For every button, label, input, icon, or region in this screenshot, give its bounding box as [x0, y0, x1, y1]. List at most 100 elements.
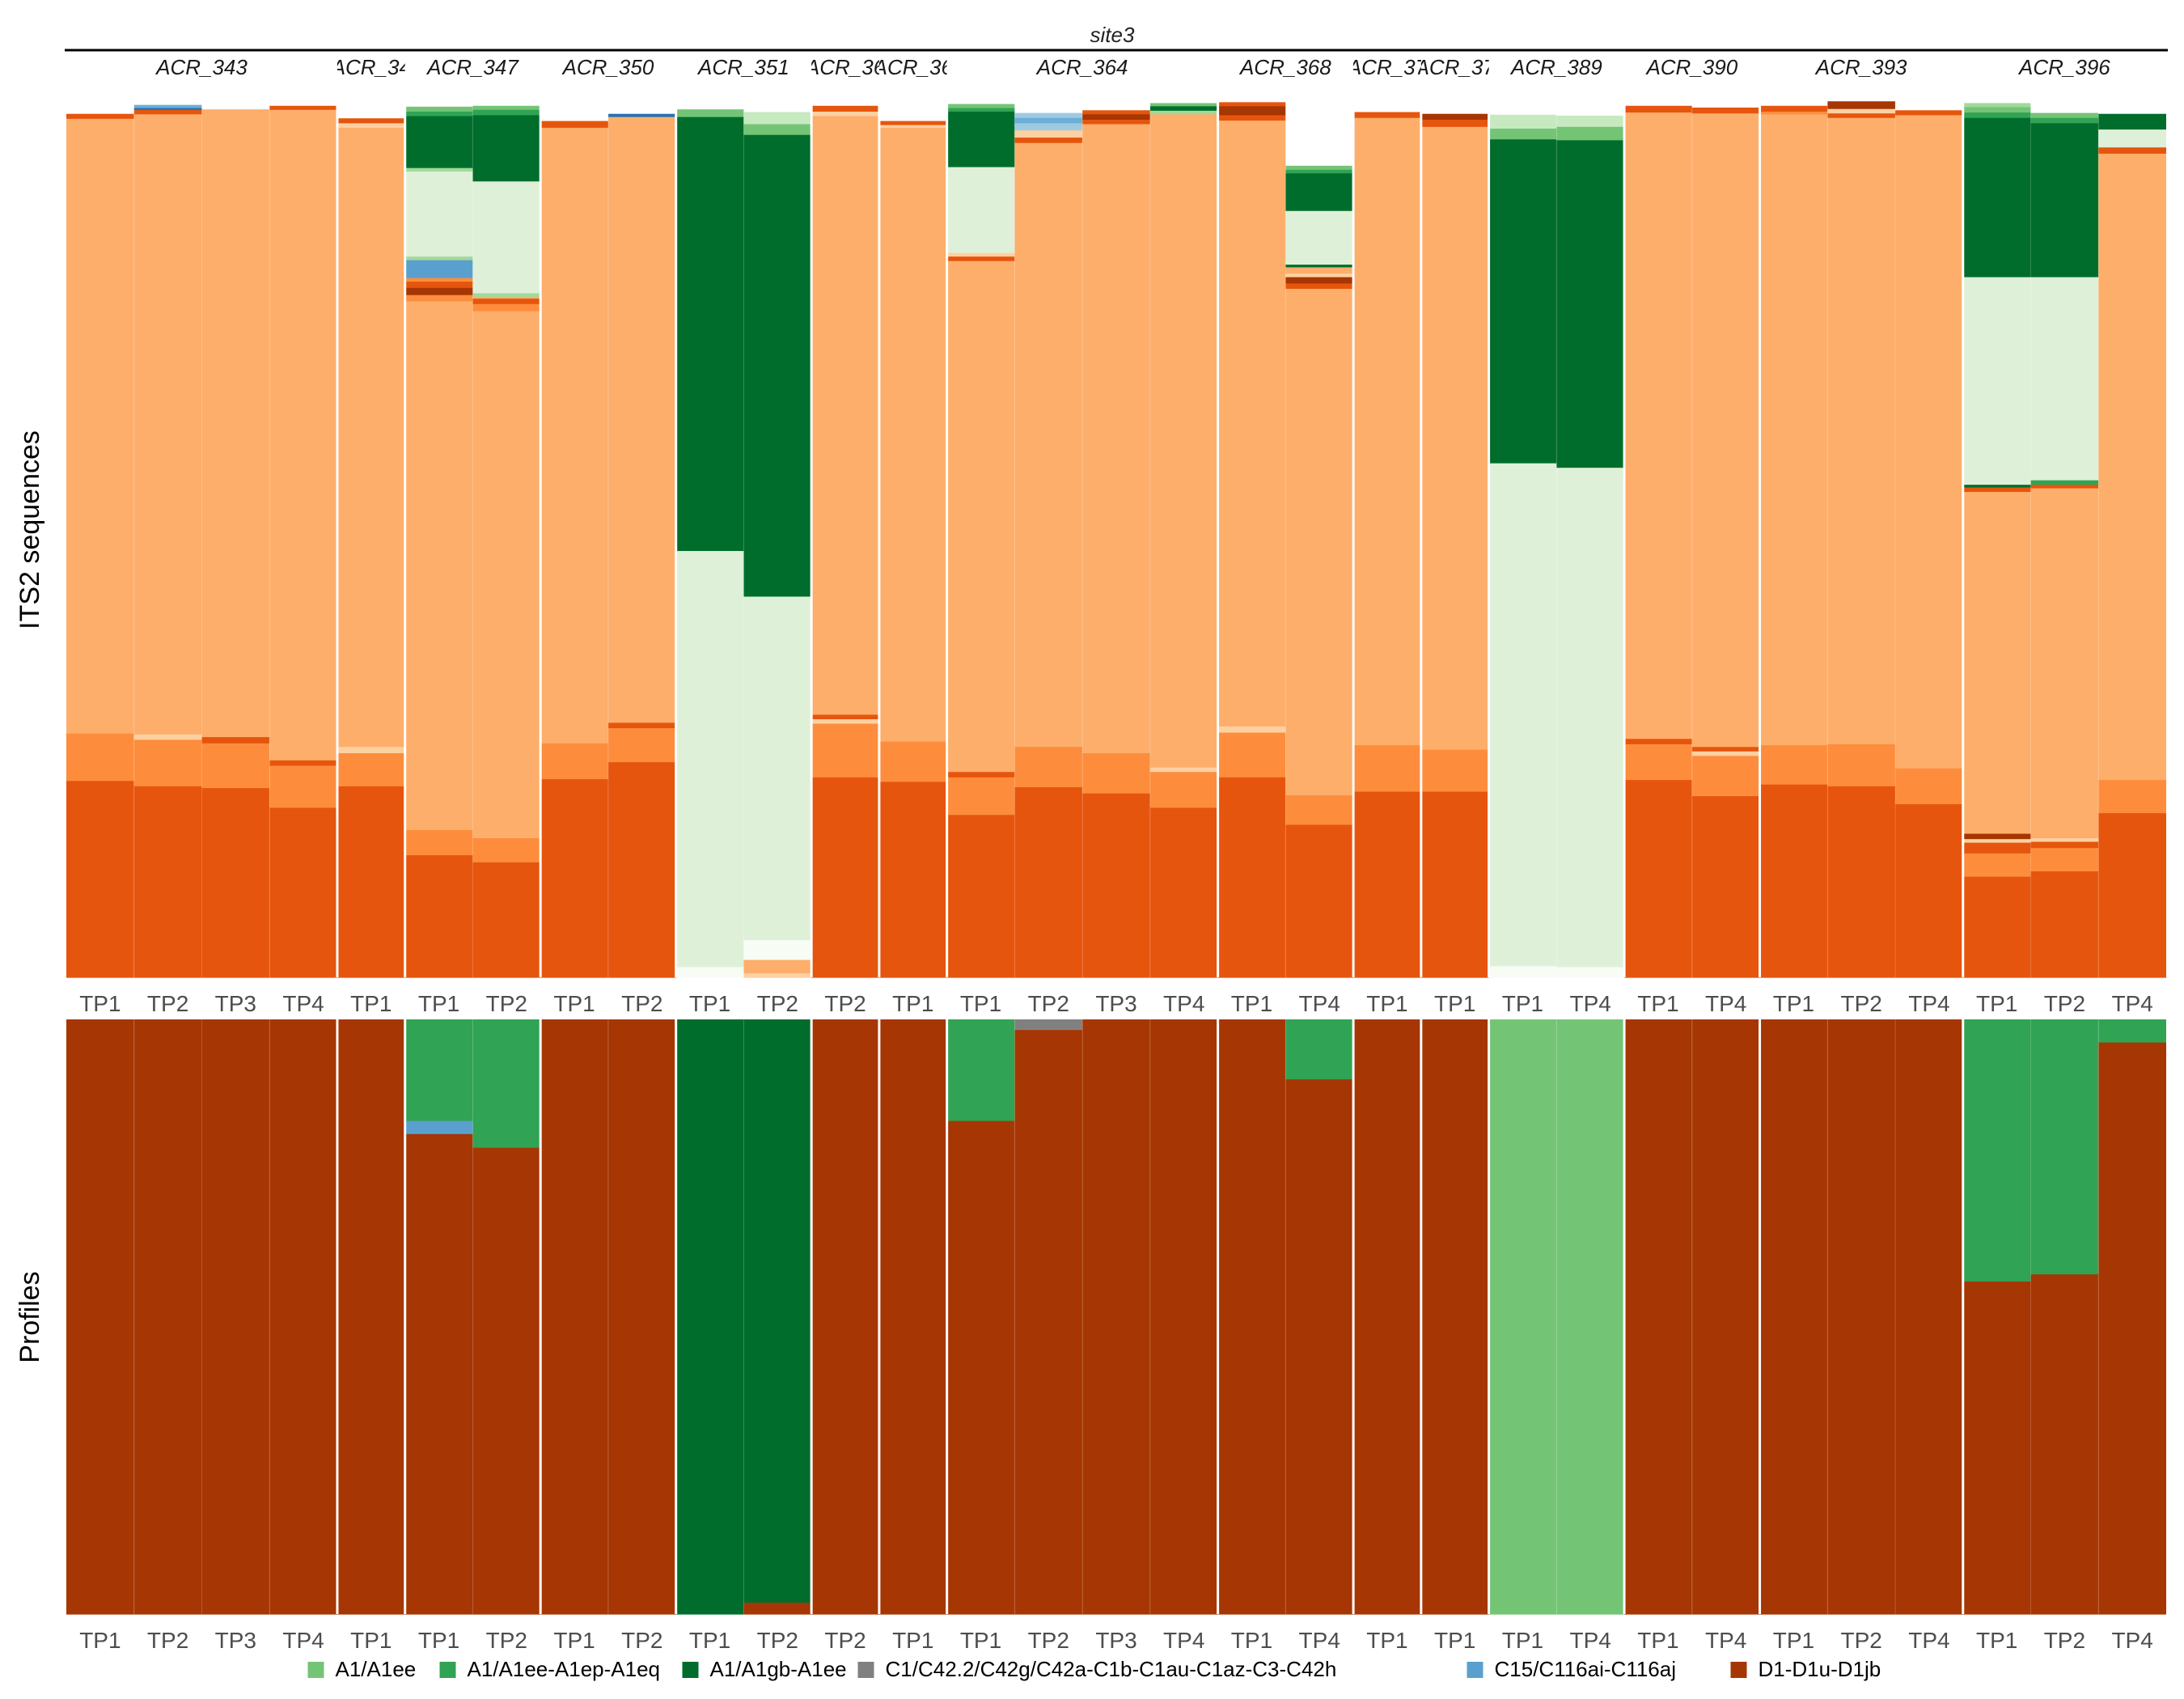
group-label: ACR_350 — [561, 55, 654, 79]
profiles-bar-28-segment-1 — [1895, 1019, 1963, 1615]
its2-bar-6-segment-4 — [404, 294, 473, 302]
its2-bar-11-segment-3 — [743, 939, 812, 960]
its2-bar-26-segment-3 — [1759, 113, 1828, 746]
its2-bar-24-segment-2 — [1624, 744, 1692, 781]
its2-bar-25-segment-6 — [1691, 107, 1760, 114]
profiles-x-tick-label: TP1 — [418, 1628, 459, 1653]
its2-bar-20-segment-2 — [1353, 744, 1421, 792]
its2-bar-16-segment-5 — [1082, 113, 1150, 120]
profiles-bar-6-segment-2 — [404, 1120, 473, 1134]
its2-bar-1-segment-1 — [66, 780, 134, 978]
profiles-bar-23-segment-1 — [1556, 1019, 1625, 1615]
profiles-bar-14-segment-2 — [946, 1019, 1015, 1121]
its2-x-tick-labels: TP1 TP2 TP3 TP4 TP1 TP1 TP2 TP1 TP2 TP1 TP2 TP2 TP1 T… — [79, 991, 2153, 1016]
its2-bar-4-segment-2 — [269, 765, 337, 808]
profiles-x-tick-label: TP4 — [1705, 1628, 1746, 1653]
its2-bar-14-segment-7 — [946, 166, 1015, 253]
profiles-bar-31-segment-1 — [2098, 1041, 2166, 1615]
its2-bar-25-segment-5 — [1691, 112, 1760, 748]
profiles-bar-5-segment-1 — [336, 1019, 405, 1615]
its2-bar-17-segment-1 — [1149, 807, 1218, 978]
its2-bar-29-segment-1 — [1962, 876, 2031, 978]
its2-bar-9-segment-4 — [607, 117, 676, 723]
facet-title: site3 — [1090, 23, 1135, 47]
profiles-x-tick-label: TP1 — [350, 1628, 392, 1653]
its2-bar-7-segment-10 — [472, 109, 541, 116]
group-label: ACR_347 — [425, 55, 519, 79]
profiles-bar-27-segment-1 — [1827, 1019, 1896, 1615]
profiles-bar-7-segment-1 — [472, 1147, 541, 1615]
profiles-bar-20-segment-1 — [1353, 1019, 1421, 1615]
profiles-bar-18-segment-1 — [1217, 1019, 1286, 1615]
profiles-x-tick-label: TP3 — [215, 1628, 256, 1653]
its2-bar-29-segment-13 — [1962, 103, 2031, 108]
its2-bar-8-segment-1 — [540, 778, 608, 978]
its2-bar-6-segment-7 — [404, 278, 473, 282]
profiles-x-tick-label: TP1 — [1434, 1628, 1475, 1653]
its2-bar-19-segment-6 — [1285, 273, 1354, 278]
its2-x-tick-label: TP1 — [350, 991, 392, 1016]
its2-bar-10-segment-5 — [675, 109, 744, 117]
its2-bar-28-segment-2 — [1895, 768, 1963, 805]
its2-x-tick-label: TP1 — [1773, 991, 1814, 1016]
its2-bar-18-segment-1 — [1217, 777, 1286, 978]
its2-bar-22-segment-5 — [1488, 114, 1557, 129]
its2-x-tick-label: TP2 — [621, 991, 662, 1016]
its2-bar-2-segment-5 — [133, 109, 202, 115]
its2-bar-19-segment-10 — [1285, 172, 1354, 211]
profiles-panel — [66, 1019, 2166, 1615]
its2-bar-17-segment-7 — [1149, 103, 1218, 107]
its2-bar-30-segment-7 — [2030, 480, 2099, 485]
its2-bar-5-segment-5 — [336, 122, 405, 128]
its2-bar-6-segment-10 — [404, 171, 473, 257]
its2-bar-16-segment-1 — [1082, 793, 1150, 978]
its2-bar-30-segment-2 — [2030, 847, 2099, 871]
legend-swatch-2 — [439, 1662, 456, 1678]
profiles-bar-12-segment-1 — [811, 1019, 879, 1615]
its2-bar-22-segment-3 — [1488, 138, 1557, 464]
its2-bar-27-segment-5 — [1827, 108, 1896, 114]
its2-bar-12-segment-3 — [811, 718, 879, 724]
profiles-x-tick-label: TP2 — [1028, 1628, 1069, 1653]
profiles-x-tick-label: TP1 — [1502, 1628, 1543, 1653]
profiles-x-tick-label: TP4 — [1299, 1628, 1340, 1653]
its2-x-tick-label: TP2 — [1028, 991, 1069, 1016]
profiles-bar-15-segment-2 — [1014, 1019, 1083, 1031]
its2-bar-13-segment-1 — [878, 781, 947, 978]
its2-bar-14-segment-3 — [946, 771, 1015, 777]
its2-bar-4-segment-5 — [269, 105, 337, 110]
its2-bar-11-segment-2 — [743, 959, 812, 974]
profiles-bar-29-segment-2 — [1962, 1019, 2031, 1282]
its2-bar-7-segment-7 — [472, 292, 541, 297]
its2-bar-14-segment-1 — [946, 814, 1015, 978]
profiles-bar-4-segment-1 — [269, 1019, 337, 1615]
its2-bar-27-segment-3 — [1827, 117, 1896, 744]
profiles-x-tick-label: TP2 — [147, 1628, 188, 1653]
its2-bar-19-segment-1 — [1285, 824, 1354, 978]
legend-swatch-4 — [857, 1662, 874, 1678]
group-label: ACR_364 — [1035, 55, 1128, 79]
its2-bar-30-segment-10 — [2030, 117, 2099, 124]
profiles-x-tick-labels: TP1 TP2 TP3 TP4 TP1 TP1 TP2 TP1 TP2 TP1 TP2 TP2 TP1 T… — [79, 1628, 2153, 1653]
its2-bar-14-segment-2 — [946, 777, 1015, 816]
its2-bar-27-segment-2 — [1827, 744, 1896, 786]
profiles-x-tick-label: TP2 — [621, 1628, 662, 1653]
profiles-x-tick-label: TP4 — [1908, 1628, 1949, 1653]
legend: A1/A1ee A1/A1ee-A1ep-A1eq A1/A1gb-A1ee C1/C… — [307, 1657, 1881, 1681]
its2-bar-17-segment-6 — [1149, 105, 1218, 111]
its2-bar-22-segment-4 — [1488, 128, 1557, 140]
its2-bar-3-segment-2 — [201, 743, 270, 789]
its2-bar-18-segment-2 — [1217, 731, 1286, 777]
group-label: ACR_390 — [1644, 55, 1737, 79]
its2-bar-6-segment-3 — [404, 300, 473, 831]
its2-bar-19-segment-4 — [1285, 282, 1354, 289]
legend-label-1: A1/A1ee — [336, 1657, 417, 1681]
its2-bar-15-segment-3 — [1014, 142, 1083, 748]
its2-bar-1-segment-3 — [66, 118, 134, 734]
its2-bar-2-segment-3 — [133, 734, 202, 740]
its2-x-tick-label: TP4 — [1299, 991, 1340, 1016]
its2-x-tick-label: TP3 — [215, 991, 256, 1016]
profiles-bar-11-segment-2 — [743, 1019, 812, 1603]
its2-x-tick-label: TP4 — [2111, 991, 2152, 1016]
its2-bar-9-segment-3 — [607, 722, 676, 729]
